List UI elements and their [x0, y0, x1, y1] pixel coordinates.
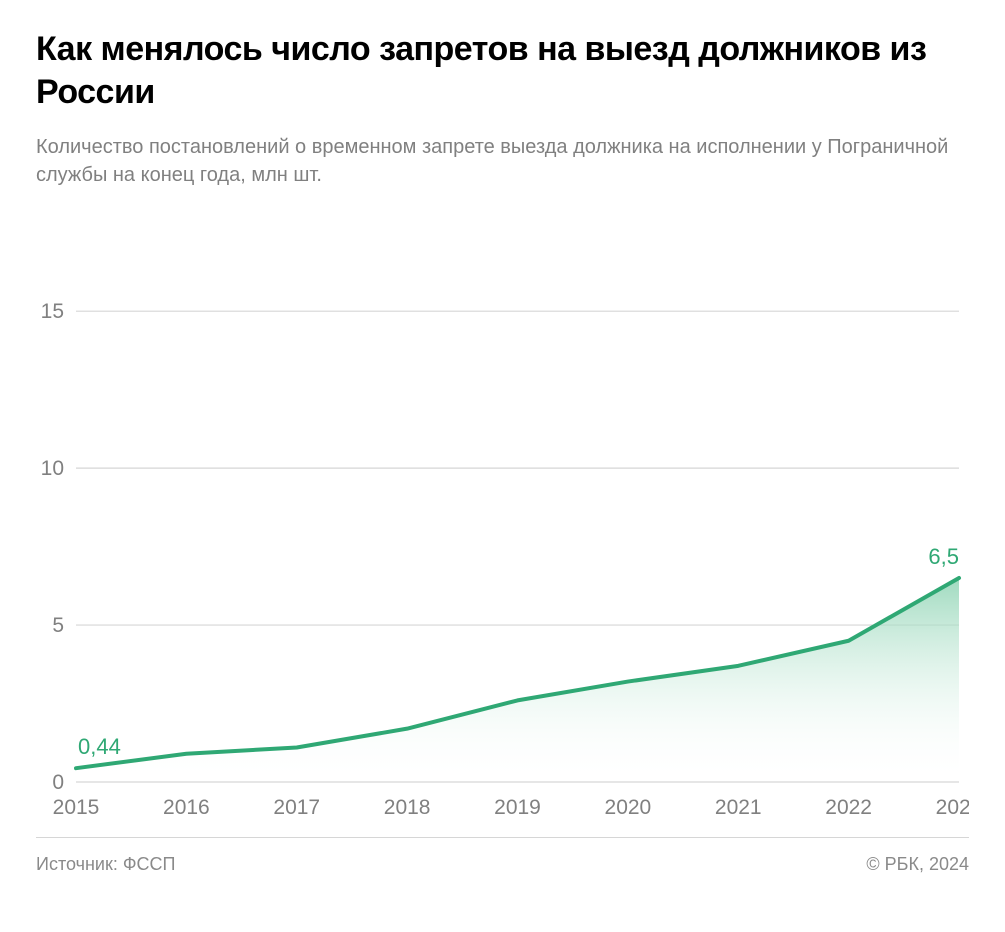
x-tick-label: 2020 [605, 796, 652, 819]
x-tick-label: 2015 [53, 796, 100, 819]
x-tick-label: 2017 [273, 796, 320, 819]
area-chart: 0 5 10 15 2015 2016 2017 2018 2019 2020 2021 2022 20… [36, 197, 969, 837]
x-tick-label: 2021 [715, 796, 762, 819]
chart-footer: Источник: ФССП © РБК, 2024 [36, 837, 969, 891]
chart-area: 0 5 10 15 2015 2016 2017 2018 2019 2020 2021 2022 20… [36, 197, 969, 837]
x-tick-label: 2016 [163, 796, 210, 819]
x-tick-label: 2022 [825, 796, 872, 819]
y-tick-label: 15 [41, 300, 64, 323]
x-tick-label: 2019 [494, 796, 541, 819]
x-tick-label: 2023 [936, 796, 969, 819]
chart-title: Как менялось число запретов на выезд дол… [36, 28, 969, 113]
y-tick-label: 5 [52, 614, 64, 637]
source-label: Источник: ФССП [36, 854, 175, 875]
chart-subtitle: Количество постановлений о временном зап… [36, 133, 969, 189]
y-tick-label: 0 [52, 771, 64, 794]
credit-label: © РБК, 2024 [866, 854, 969, 875]
x-tick-label: 2018 [384, 796, 431, 819]
last-value-label: 6,5 [928, 544, 959, 569]
first-value-label: 0,44 [78, 734, 121, 759]
y-tick-label: 10 [41, 457, 64, 480]
